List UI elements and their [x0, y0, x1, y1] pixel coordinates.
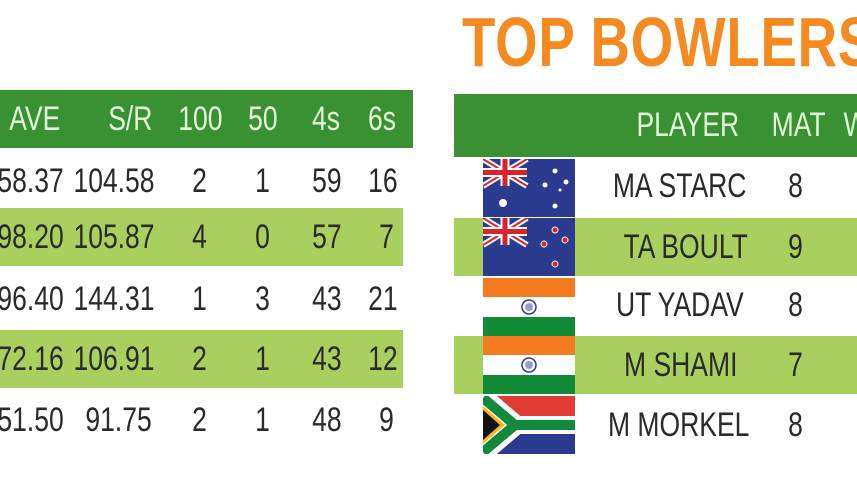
cell-sr: 105.87 [73, 218, 155, 256]
col-header-ave: AVE [9, 100, 61, 138]
cell-6s: 12 [368, 340, 398, 378]
table-row: 58.37 104.58 2 1 59 16 [0, 152, 413, 210]
bowlers-table-header: PLAYER MAT W [454, 94, 857, 157]
new-zealand-flag-icon [483, 218, 575, 276]
australia-flag-icon [483, 159, 575, 217]
cell-6s: 16 [368, 162, 398, 200]
player-name: MA STARC [612, 167, 747, 205]
cell-50: 0 [255, 218, 270, 256]
table-row: M MORKEL 8 [454, 396, 857, 454]
cell-ave: 96.40 [0, 280, 64, 318]
cell-6s: 9 [379, 401, 394, 439]
cell-mat: 8 [788, 406, 803, 444]
cell-6s: 7 [379, 218, 394, 256]
cell-mat: 7 [788, 346, 803, 384]
cell-100: 2 [192, 162, 207, 200]
table-row: M SHAMI 7 [454, 336, 857, 394]
table-row: 98.20 105.87 4 0 57 7 [0, 208, 403, 266]
batting-table-header: AVE S/R 100 50 4s 6s [0, 90, 413, 148]
cell-50: 1 [255, 401, 270, 439]
table-row: 96.40 144.31 1 3 43 21 [0, 270, 413, 328]
player-name: M MORKEL [607, 406, 750, 444]
india-flag-icon [483, 336, 575, 394]
cell-sr: 104.58 [73, 162, 155, 200]
col-header-sr: S/R [108, 100, 153, 138]
top-bowlers-title: TOP BOWLERS [462, 3, 857, 81]
cell-50: 3 [255, 280, 270, 318]
player-name: UT YADAV [616, 286, 744, 324]
cell-50: 1 [255, 340, 270, 378]
col-header-6s: 6s [367, 100, 396, 138]
cell-100: 1 [192, 280, 207, 318]
table-row: MA STARC 8 [454, 157, 857, 217]
cell-50: 1 [255, 162, 270, 200]
cell-4s: 43 [312, 280, 342, 318]
col-header-player: PLAYER [636, 106, 740, 144]
col-header-mat: MAT [771, 106, 826, 144]
cell-100: 2 [192, 340, 207, 378]
table-row: 51.50 91.75 2 1 48 9 [0, 391, 413, 449]
india-flag-icon [483, 278, 575, 336]
cell-sr: 106.91 [73, 340, 155, 378]
player-name: TA BOULT [623, 228, 748, 266]
cell-100: 4 [192, 218, 207, 256]
cell-4s: 43 [312, 340, 342, 378]
cell-ave: 58.37 [0, 162, 64, 200]
player-name: M SHAMI [623, 346, 738, 384]
col-header-100: 100 [178, 100, 223, 138]
south-africa-flag-icon [483, 396, 575, 454]
cell-sr: 91.75 [85, 401, 152, 439]
cell-ave: 72.16 [0, 340, 64, 378]
table-row: 72.16 106.91 2 1 43 12 [0, 330, 403, 388]
table-row: UT YADAV 8 [454, 276, 857, 336]
cell-4s: 59 [312, 162, 342, 200]
cell-100: 2 [192, 401, 207, 439]
col-header-50: 50 [248, 100, 278, 138]
cell-mat: 8 [788, 167, 803, 205]
col-header-wkts: W [844, 106, 857, 145]
cell-mat: 9 [788, 228, 803, 266]
table-row: TA BOULT 9 [454, 218, 857, 276]
cell-4s: 48 [312, 401, 342, 439]
cell-4s: 57 [312, 218, 342, 256]
cell-6s: 21 [368, 280, 398, 318]
col-header-4s: 4s [311, 100, 340, 138]
cell-ave: 51.50 [0, 401, 64, 439]
cell-ave: 98.20 [0, 218, 64, 256]
cell-mat: 8 [788, 286, 803, 324]
cell-sr: 144.31 [73, 280, 155, 318]
